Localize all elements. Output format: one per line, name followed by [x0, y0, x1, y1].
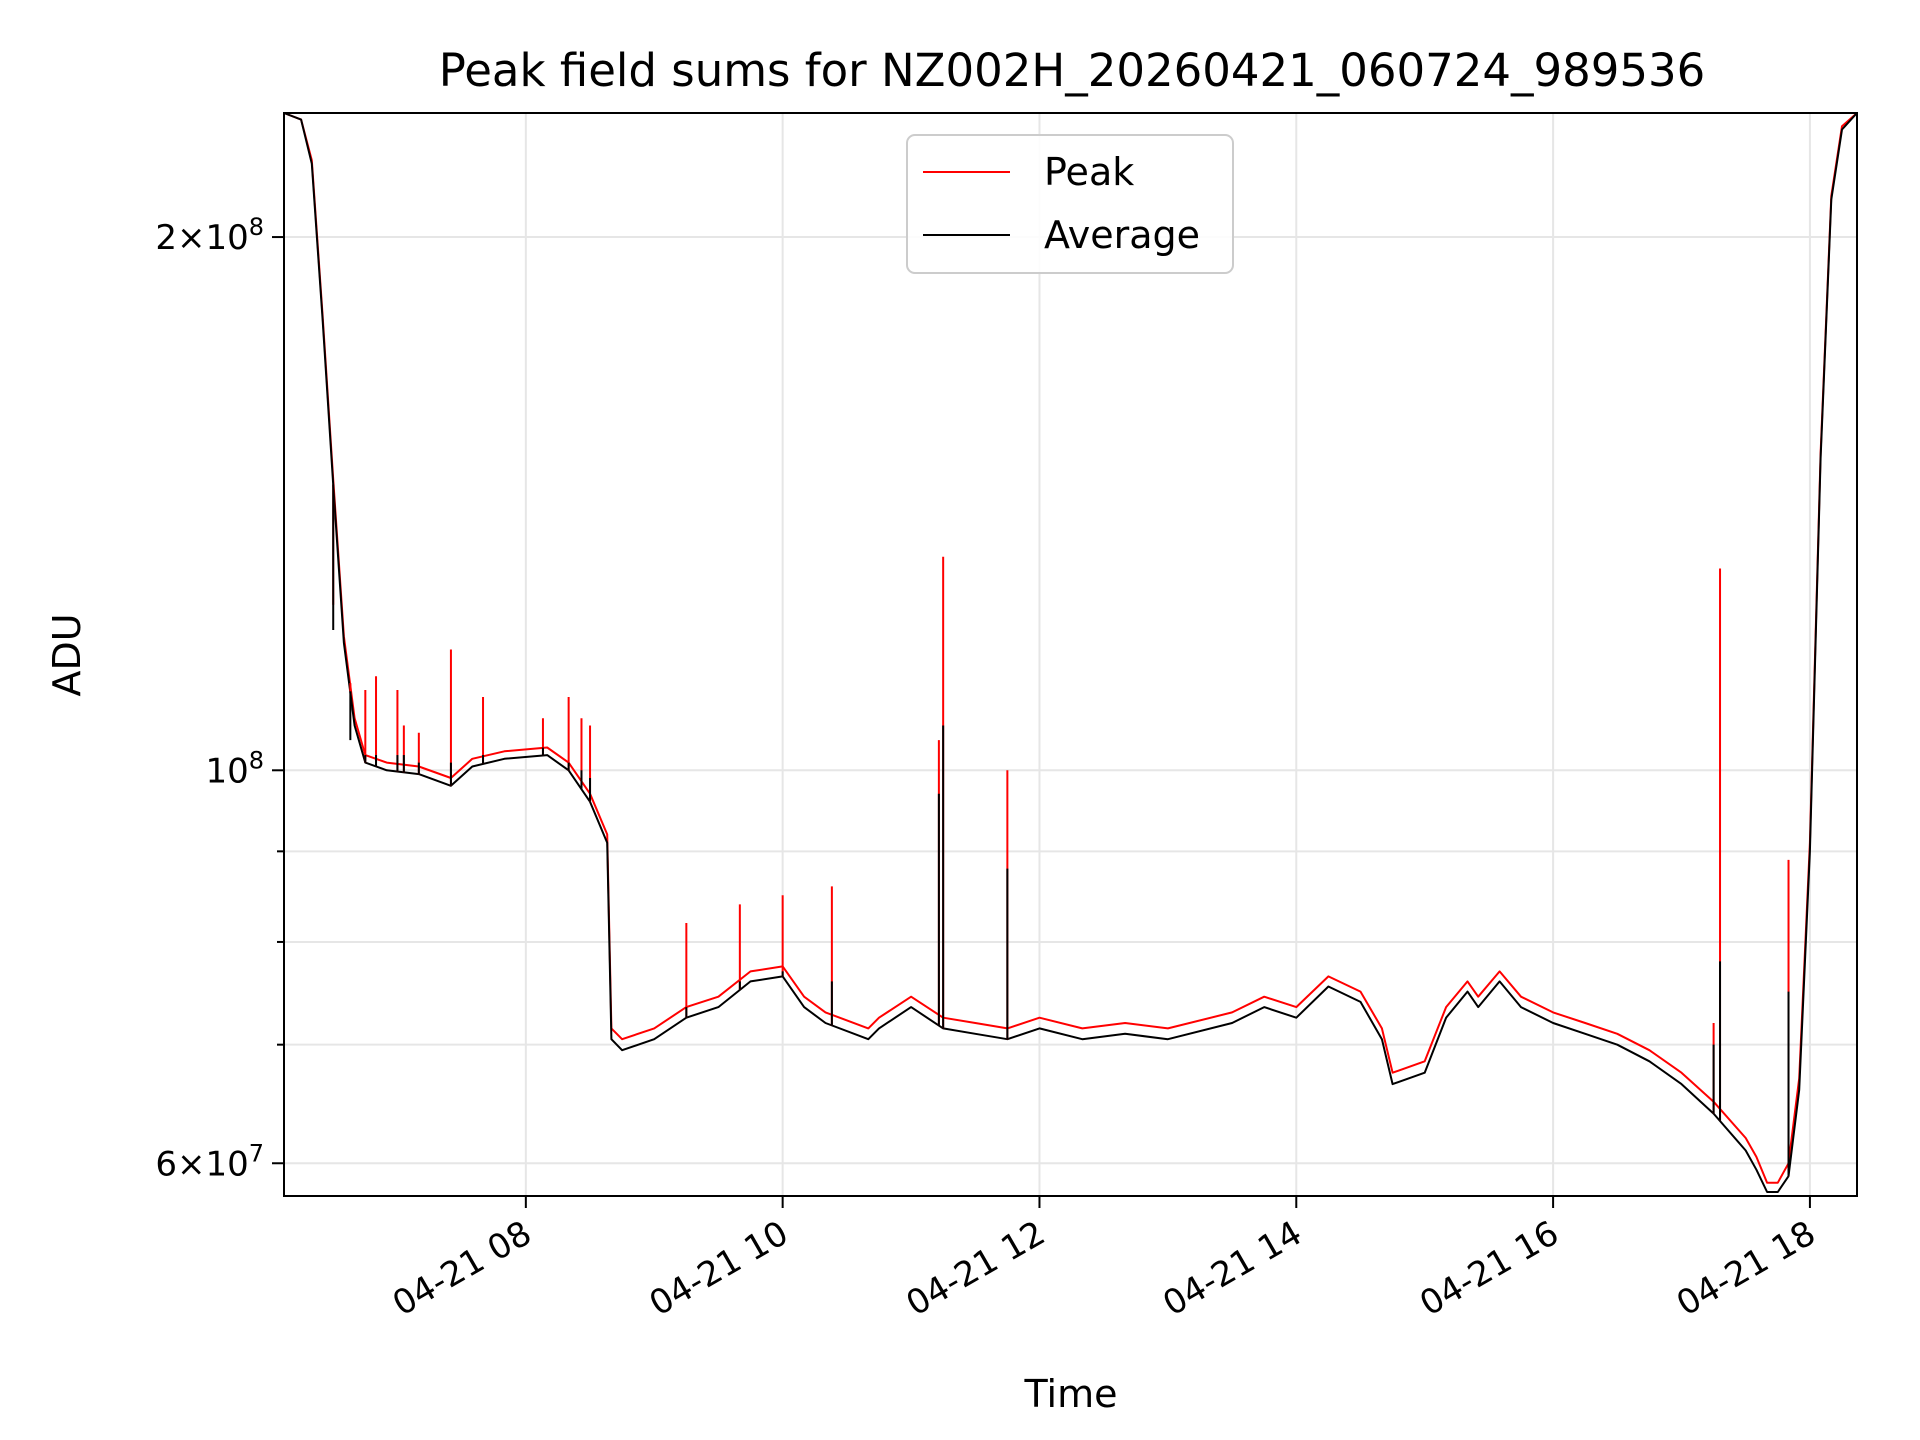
legend-box [906, 134, 1234, 274]
series-line-peak [283, 112, 1858, 1184]
legend: Peak Average [906, 134, 1234, 274]
axis-ticks: 04-21 08 04-21 10 04-21 12 04-21 14 04-21 16… [155, 213, 1822, 1324]
chart-title: Peak field sums for NZ002H_20260421_0607… [439, 44, 1706, 97]
x-axis-label: Time [1024, 1372, 1118, 1416]
x-tick-label: 04-21 08 [386, 1213, 538, 1324]
series-layer [283, 112, 1858, 1193]
series-line-average [283, 112, 1858, 1193]
x-tick-label: 04-21 10 [643, 1213, 795, 1324]
x-tick-label: 04-21 18 [1670, 1213, 1822, 1324]
grid [284, 113, 1857, 1196]
plot-frame [283, 112, 1858, 1197]
x-tick-label: 04-21 14 [1156, 1213, 1308, 1324]
x-tick-label: 04-21 12 [900, 1213, 1052, 1324]
y-axis-label: ADU [45, 613, 89, 696]
legend-label-peak: Peak [1044, 150, 1134, 194]
y-tick-label: 108 [205, 746, 264, 791]
y-tick-label: 6×107 [155, 1139, 264, 1184]
y-tick-label: 2×108 [155, 213, 264, 258]
legend-label-average: Average [1044, 213, 1200, 257]
x-tick-label: 04-21 16 [1413, 1213, 1565, 1324]
